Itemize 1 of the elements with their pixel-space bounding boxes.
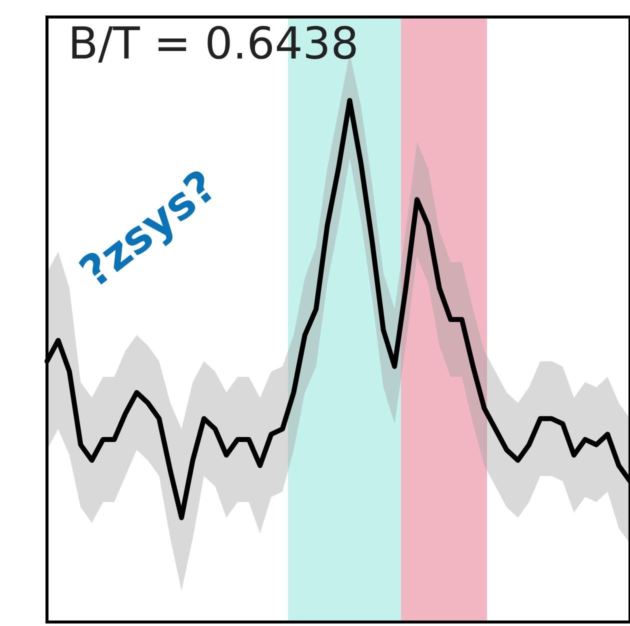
text: B/T = 0.6438 bbox=[68, 18, 359, 70]
